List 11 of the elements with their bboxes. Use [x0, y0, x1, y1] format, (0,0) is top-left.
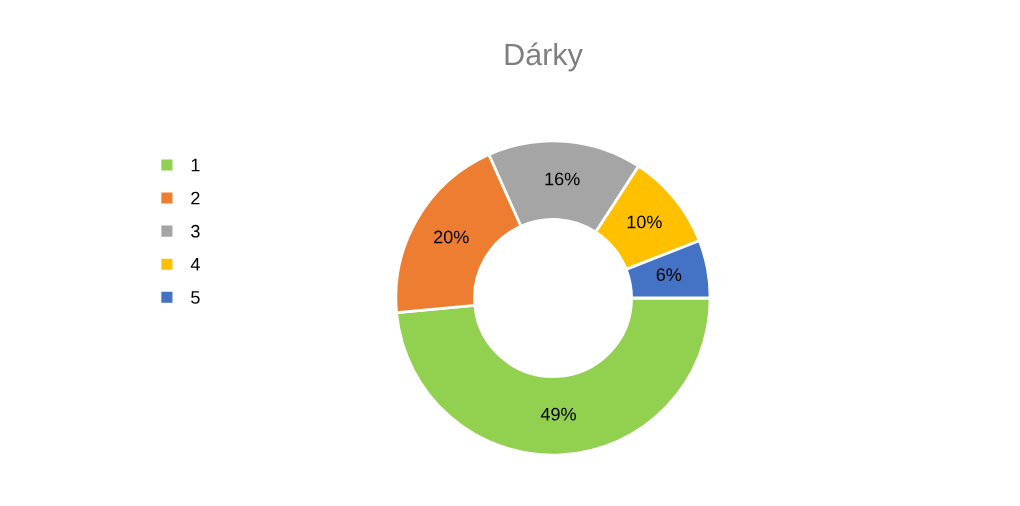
- legend-label: 2: [191, 191, 200, 205]
- legend-label: 4: [190, 258, 200, 271]
- data-label: 16%: [545, 172, 580, 186]
- data-label: 49%: [540, 407, 576, 421]
- chart-title: Dárky: [505, 42, 583, 72]
- legend-label: 1: [191, 158, 200, 172]
- legend-label: 3: [191, 224, 200, 238]
- legend-label: 5: [191, 291, 200, 304]
- data-label: 6%: [656, 268, 682, 281]
- data-label: 20%: [434, 230, 469, 244]
- data-label: 10%: [627, 215, 662, 229]
